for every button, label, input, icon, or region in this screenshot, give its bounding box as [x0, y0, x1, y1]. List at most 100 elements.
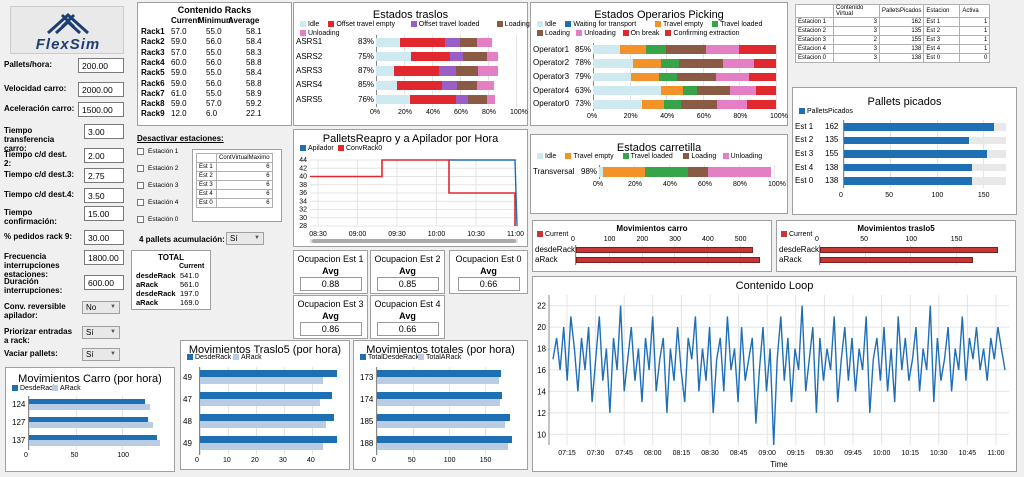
rack-name: Rack3 — [141, 47, 165, 57]
bar — [576, 257, 760, 263]
mov-totales-title: Movimientos totales (por hora) — [366, 344, 515, 356]
racks-panel: Contenido Racks Current Minimum Average Rac… — [137, 2, 292, 126]
param-input[interactable]: 1800.00 — [84, 250, 124, 265]
param-input[interactable]: 15.00 — [84, 206, 124, 221]
gridline — [955, 245, 957, 265]
estaciones-cell: 1 — [959, 26, 991, 36]
estaciones-cell: 3 — [833, 44, 880, 54]
x-tick: 09:00 — [758, 450, 776, 457]
legend-item: PalletsPicados — [795, 108, 853, 115]
estados-traslos-title: Estados traslos — [372, 9, 449, 21]
grouped-plot — [28, 396, 168, 450]
ocupacion-title: Ocupacion Est 3 — [297, 299, 364, 309]
estacion-checkbox[interactable]: Estación 0 — [137, 216, 178, 223]
bar-a — [377, 370, 502, 378]
x-tick: 0% — [587, 113, 598, 120]
estacion-checkbox[interactable]: Estación 1 — [137, 148, 178, 155]
bar-segment — [722, 58, 755, 68]
x-tick: 60% — [454, 109, 469, 116]
cv-row-value: 6 — [216, 180, 273, 190]
param-input[interactable]: 2.75 — [84, 168, 124, 183]
estaciones-cell: 138 — [878, 44, 925, 54]
bar-segment — [707, 167, 771, 177]
param-input[interactable]: 2.00 — [84, 148, 124, 163]
acum-select[interactable]: Sí ▼ — [226, 232, 264, 245]
legend-swatch — [537, 30, 543, 37]
bar-segment — [457, 80, 477, 91]
param-select[interactable]: No ▼ — [82, 301, 120, 314]
x-tick: 07:30 — [587, 450, 605, 457]
row-pct: 76% — [358, 94, 375, 104]
row-label: 185 — [360, 417, 374, 426]
legend-item: DesdeRack — [183, 354, 231, 361]
x-tick: 0 — [571, 236, 575, 243]
x-tick: 100% — [768, 181, 786, 188]
row-label: ASRS2 — [296, 51, 323, 61]
param-input[interactable]: 600.00 — [84, 275, 124, 290]
row-pct: 78% — [575, 58, 592, 68]
estaciones-header — [795, 4, 834, 18]
bar-a — [377, 436, 512, 444]
legend-label: Loading — [545, 30, 570, 37]
rack-name: Rack6 — [141, 78, 165, 88]
x-tick: 0 — [24, 452, 28, 459]
param-input[interactable]: 3.00 — [84, 124, 124, 139]
param-input[interactable]: 1500.00 — [78, 102, 124, 117]
legend-label: On break — [630, 30, 660, 37]
legend-swatch — [360, 354, 366, 361]
estacion-checkbox[interactable]: Estación 4 — [137, 199, 178, 206]
rack-cell: 55.0 — [206, 47, 222, 57]
param-input[interactable]: 200.00 — [78, 58, 124, 73]
contenido-loop-title: Contenido Loop — [735, 280, 814, 292]
x-tick: 50 — [860, 236, 869, 243]
legend-swatch — [537, 153, 543, 160]
bar-a — [200, 414, 335, 422]
grouped-plot — [199, 367, 339, 455]
param-input[interactable]: 2000.00 — [78, 82, 124, 97]
hbar-plot — [575, 245, 765, 265]
cv-row-name: Est 0 — [196, 198, 217, 208]
legend-item: DesdeRack — [8, 385, 56, 392]
bar — [844, 136, 969, 145]
x-tick: 100 — [117, 452, 130, 459]
scrollbar-thumb[interactable] — [312, 239, 516, 243]
param-input[interactable]: 3.50 — [84, 188, 124, 203]
y-tick: 44 — [299, 157, 307, 164]
rack-cell: 58.1 — [246, 27, 262, 36]
left-panel: FlexSim Pallets/hora: 200.00 Velocidad car… — [2, 2, 134, 364]
param-select[interactable]: Sí ▼ — [82, 326, 120, 339]
param-select[interactable]: Sí ▼ — [82, 348, 120, 361]
gridline — [256, 367, 257, 455]
param-label: Tiempo c/d dest. 2: — [4, 150, 67, 168]
rack-cell: 59.0 — [171, 78, 187, 88]
checkbox-icon — [137, 165, 144, 172]
rack-cell: 58.4 — [246, 68, 262, 78]
bar-segment — [376, 95, 410, 105]
param-input[interactable]: 30.00 — [84, 230, 124, 245]
estaciones-cell: 1 — [959, 17, 991, 27]
x-tick: 09:30 — [816, 450, 834, 457]
ocupacion-avg: Avg — [399, 266, 416, 276]
y-tick: 30 — [299, 215, 307, 222]
estaciones-cell: Estacion 4 — [795, 44, 834, 54]
legend-item: Loading — [533, 30, 570, 37]
logo: FlexSim — [10, 6, 124, 54]
row-pct: 87% — [358, 66, 375, 75]
row-label: 49 — [183, 373, 192, 382]
rack-cell: 56.0 — [206, 37, 222, 47]
bar-segment — [746, 99, 776, 109]
estacion-checkbox[interactable]: Estación 2 — [137, 165, 178, 172]
x-tick: 30 — [279, 457, 287, 464]
bar-segment — [739, 45, 767, 55]
rack-name: Rack1 — [141, 27, 165, 36]
x-tick: 09:30 — [388, 231, 406, 238]
chevron-down-icon: ▼ — [110, 329, 116, 335]
row-label: aRack — [779, 255, 802, 264]
estacion-checkbox[interactable]: Estación 3 — [137, 182, 178, 189]
bar-segment — [664, 99, 681, 109]
mov-totales-panel: Movimientos totales (por hora) TotalDesd… — [353, 340, 528, 470]
estaciones-cell: 162 — [878, 17, 925, 27]
y-tick: 20 — [537, 323, 546, 332]
param-label: Frecuencia interrupciones estaciones: — [4, 252, 60, 279]
rack-name: Rack8 — [141, 99, 165, 109]
